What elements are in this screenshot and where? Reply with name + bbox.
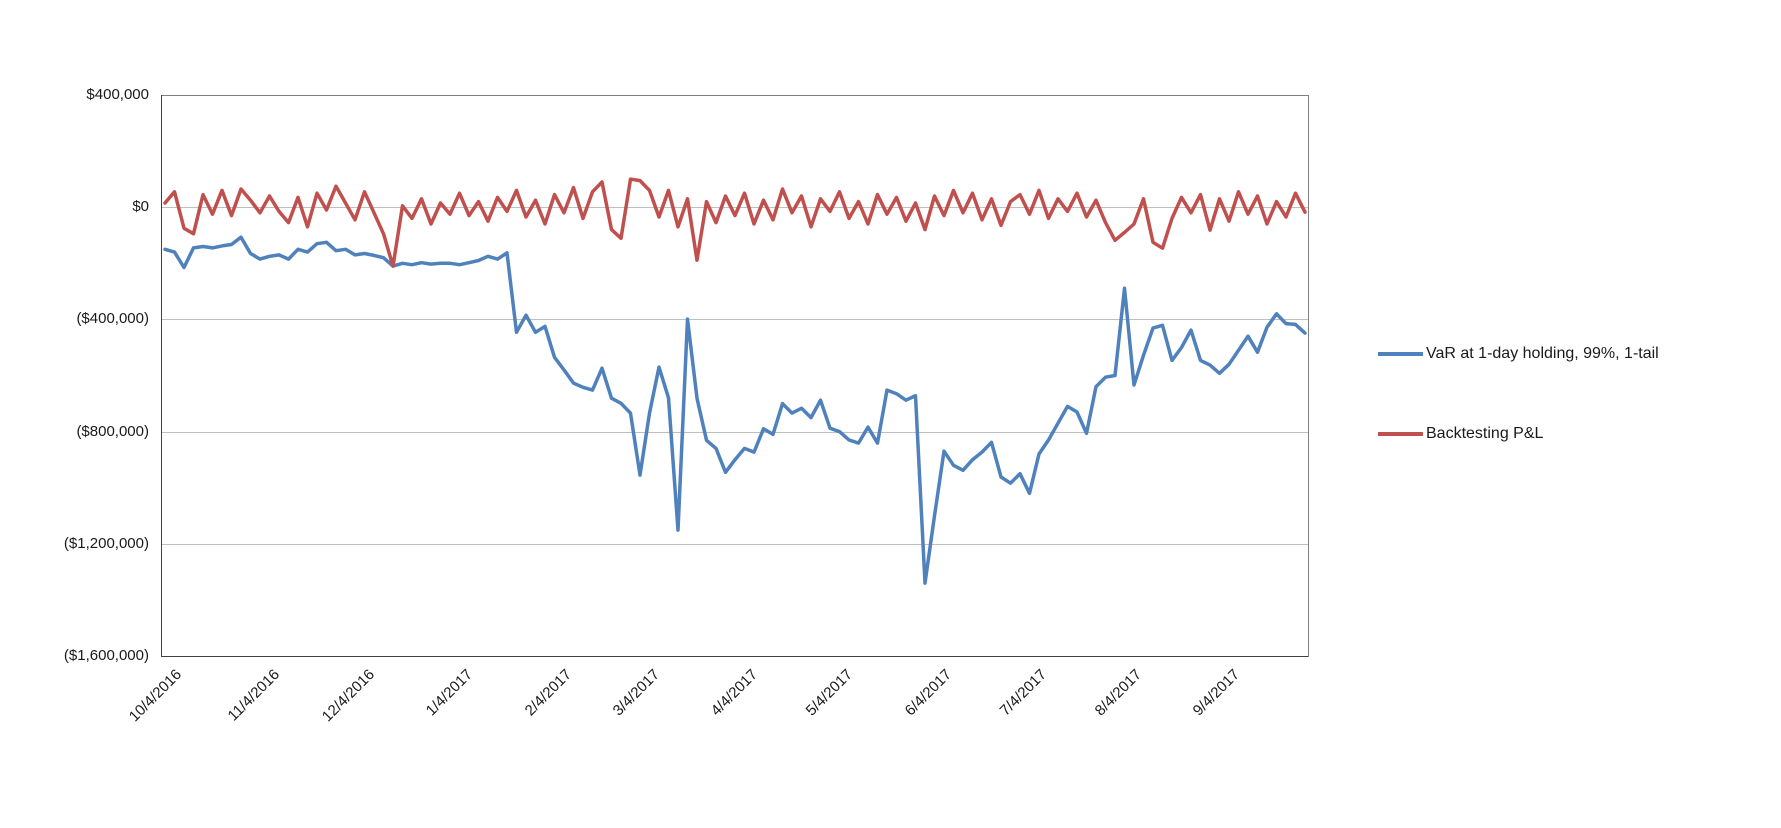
legend-label-var: VaR at 1-day holding, 99%, 1-tail [1426, 345, 1659, 362]
y-axis-tick-label: $400,000 [86, 86, 149, 103]
y-axis-tick-label: ($1,200,000) [63, 534, 149, 552]
legend-item-var: VaR at 1-day holding, 99%, 1-tail [1378, 342, 1659, 366]
pnl-series-line [163, 177, 1307, 268]
legend-item-pnl: Backtesting P&L [1378, 422, 1543, 446]
y-axis-tick-label: ($1,600,000) [63, 647, 149, 664]
y-axis-tick-label: ($800,000) [76, 422, 149, 440]
y-axis-tick-label: ($400,000) [76, 310, 149, 328]
y-axis-tick-label: $0 [132, 198, 149, 216]
pnl-series-line-swatch [1378, 432, 1423, 436]
var-series-line [163, 235, 1307, 585]
var-series-line-swatch [1378, 352, 1423, 356]
legend-label-pnl: Backtesting P&L [1426, 425, 1544, 442]
